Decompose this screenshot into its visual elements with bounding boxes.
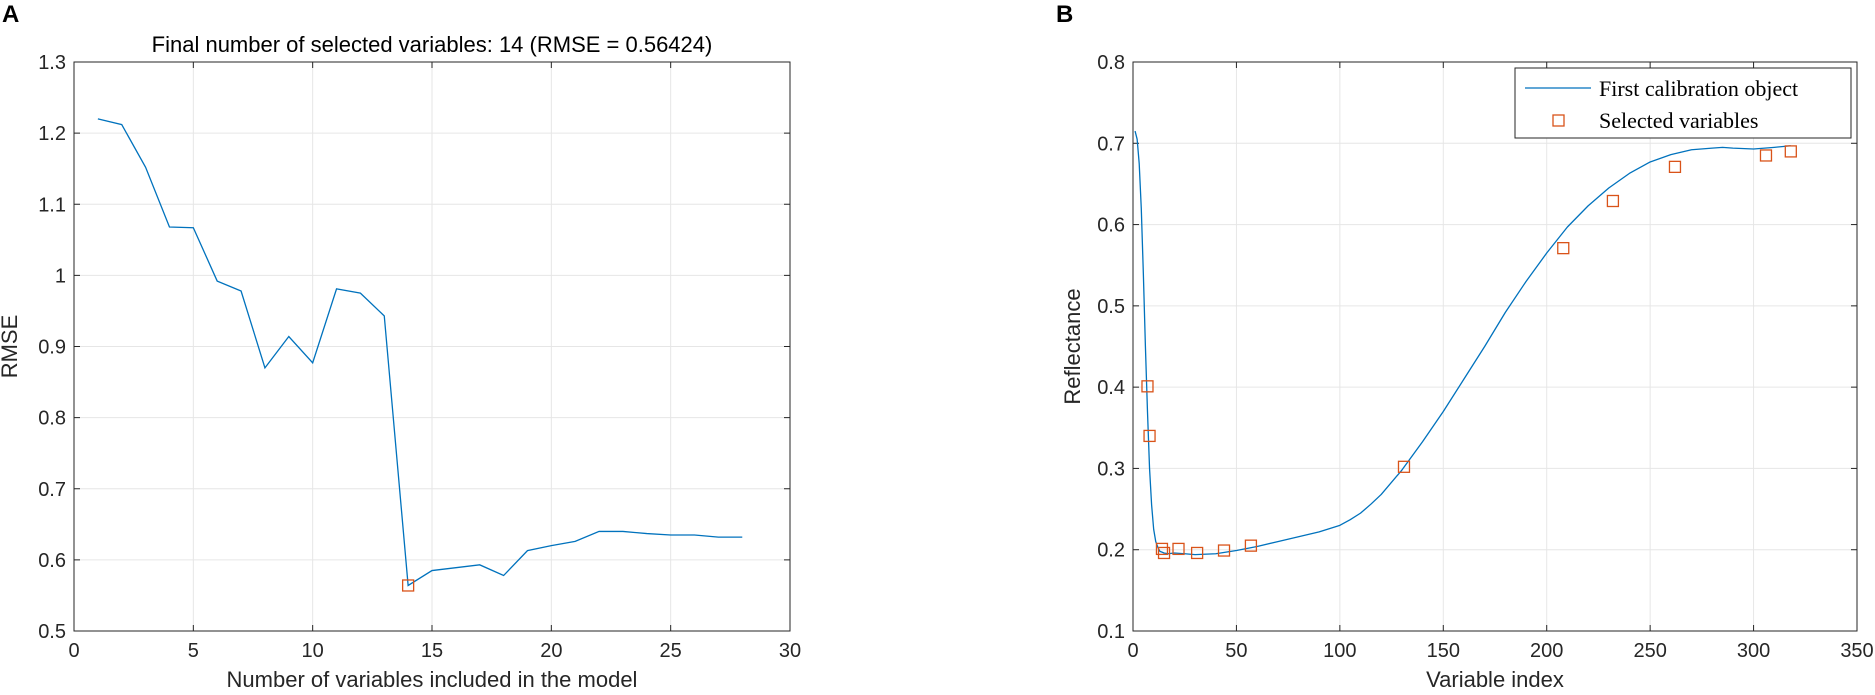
y-tick-label: 0.8 bbox=[38, 408, 66, 430]
legend: First calibration object Selected variabl… bbox=[1514, 67, 1852, 139]
series-line-rmse bbox=[97, 118, 743, 587]
y-axis-label: RMSE bbox=[0, 315, 22, 379]
selected-variable-marker bbox=[1172, 542, 1185, 556]
x-tick-label: 5 bbox=[188, 640, 199, 662]
x-tick-label: 200 bbox=[1530, 640, 1563, 662]
x-axis-label: Variable index bbox=[1426, 667, 1564, 692]
x-tick-label: 250 bbox=[1633, 640, 1666, 662]
legend-marker-swatch bbox=[1552, 114, 1565, 127]
x-tick-label: 0 bbox=[1127, 640, 1138, 662]
x-tick-label: 300 bbox=[1737, 640, 1770, 662]
y-tick-label: 0.5 bbox=[38, 621, 66, 643]
y-tick-label: 0.2 bbox=[1097, 540, 1125, 562]
y-tick-label: 1.1 bbox=[38, 194, 66, 216]
chart-title: Final number of selected variables: 14 (… bbox=[152, 32, 713, 57]
x-tick-label: 15 bbox=[421, 640, 443, 662]
x-tick-label: 150 bbox=[1427, 640, 1460, 662]
axes-box bbox=[1132, 61, 1858, 632]
legend-box bbox=[1514, 67, 1852, 139]
y-tick-label: 0.4 bbox=[1097, 377, 1125, 399]
series-line-first-calibration-object bbox=[1134, 130, 1791, 556]
y-tick-label: 1.2 bbox=[38, 123, 66, 145]
chart-panel-b: 0 50 100 150 200 250 300 350 0.1 0.2 0.3 0.4 0.5 0.6 0… bbox=[1060, 52, 1874, 692]
selected-variable-marker bbox=[1244, 539, 1258, 552]
legend-label-markers: Selected variables bbox=[1599, 108, 1758, 133]
y-tick-label: 0.6 bbox=[38, 550, 66, 572]
selected-point-marker bbox=[401, 579, 415, 592]
x-tick-label: 0 bbox=[68, 640, 79, 662]
y-axis-label: Reflectance bbox=[1060, 288, 1085, 404]
y-tick-label: 0.5 bbox=[1097, 296, 1125, 318]
x-tick-label: 10 bbox=[302, 640, 324, 662]
selected-variable-marker bbox=[1143, 429, 1156, 443]
x-axis-label: Number of variables included in the mode… bbox=[227, 667, 638, 692]
panel-label-b: B bbox=[1056, 1, 1073, 28]
selected-variable-marker bbox=[1217, 544, 1231, 557]
selected-variable-marker bbox=[1557, 241, 1570, 255]
y-tick-label: 1 bbox=[55, 265, 66, 287]
x-tick-label: 100 bbox=[1323, 640, 1356, 662]
y-tick-label: 0.6 bbox=[1097, 215, 1125, 237]
y-tick-label: 1.3 bbox=[38, 52, 66, 74]
chart-panel-a: 0 5 10 15 20 25 30 0.5 0.6 0.7 0.8 0.9 1 1.1 1.2 1.3 Num… bbox=[0, 32, 801, 692]
legend-label-line: First calibration object bbox=[1599, 76, 1798, 101]
y-tick-label: 0.7 bbox=[38, 479, 66, 501]
x-tick-label: 25 bbox=[660, 640, 682, 662]
y-tick-label: 0.9 bbox=[38, 337, 66, 359]
x-tick-label: 20 bbox=[540, 640, 562, 662]
y-tick-label: 0.8 bbox=[1097, 52, 1125, 74]
selected-variable-marker bbox=[1190, 546, 1204, 560]
selected-variable-marker bbox=[1784, 145, 1797, 158]
y-tick-label: 0.1 bbox=[1097, 621, 1125, 643]
selected-variable-marker bbox=[1141, 380, 1154, 393]
selected-variable-marker bbox=[1668, 160, 1682, 174]
selected-variable-marker bbox=[1606, 194, 1620, 208]
selected-variable-marker bbox=[1157, 546, 1171, 560]
y-tick-label: 0.3 bbox=[1097, 458, 1125, 480]
selected-variable-marker bbox=[1759, 149, 1773, 162]
panel-label-a: A bbox=[2, 1, 19, 28]
selected-variable-marker bbox=[1155, 542, 1169, 556]
x-tick-label: 50 bbox=[1225, 640, 1247, 662]
y-tick-label: 0.7 bbox=[1097, 133, 1125, 155]
x-tick-label: 30 bbox=[779, 640, 801, 662]
x-tick-label: 350 bbox=[1840, 640, 1873, 662]
selected-variable-marker bbox=[1397, 460, 1411, 473]
